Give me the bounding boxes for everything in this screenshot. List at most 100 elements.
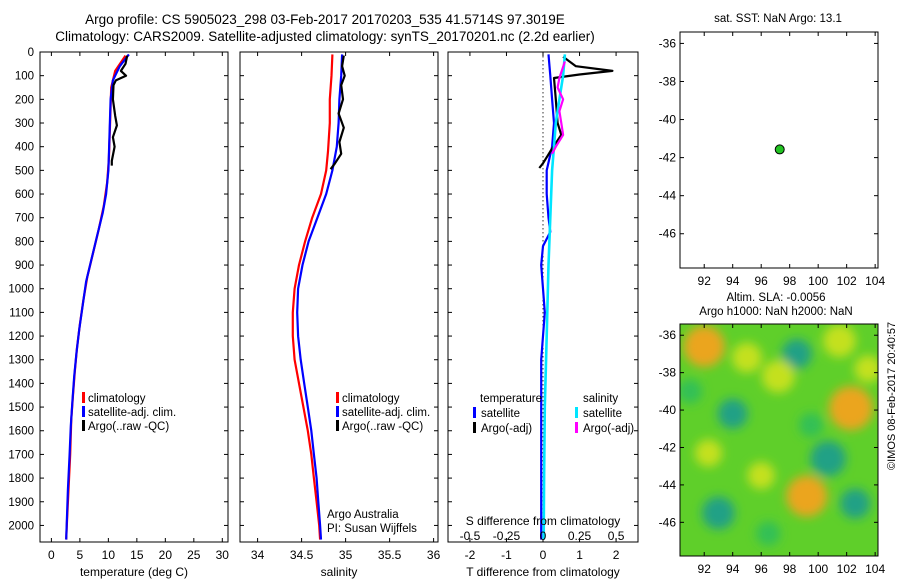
- depth-tick-label: 1500: [8, 402, 34, 414]
- legend-label: satellite-adj. clim.: [88, 407, 176, 419]
- lon-tick-label: 100: [808, 562, 828, 576]
- lat-tick-label: -44: [659, 478, 677, 492]
- series-line: [296, 54, 344, 540]
- lon-tick-label: 92: [698, 274, 712, 288]
- x-tick-label: 36: [427, 548, 441, 562]
- legend-label: Argo(..raw -QC): [342, 421, 423, 433]
- legend-label: climatology: [342, 393, 400, 405]
- depth-tick-label: 1600: [8, 426, 34, 438]
- sla-blob: [854, 355, 878, 383]
- x-tick-label: 0: [540, 548, 547, 562]
- x-tick-label: 35: [339, 548, 353, 562]
- depth-tick-label: 200: [15, 94, 34, 106]
- lat-tick-label: -46: [659, 515, 677, 529]
- sla-blob: [694, 439, 723, 467]
- lat-tick-label: -38: [659, 366, 677, 380]
- lat-tick-label: -40: [659, 113, 677, 127]
- x-tick-label: 35.5: [378, 548, 402, 562]
- legend-heading-temperature: temperature: [480, 393, 542, 405]
- sst-map-title: sat. SST: NaN Argo: 13.1: [714, 13, 842, 25]
- sla-blob: [756, 521, 781, 546]
- x-tick-label: 20: [159, 548, 173, 562]
- series-line: [291, 54, 334, 540]
- depth-tick-label: 1700: [8, 449, 34, 461]
- figure-title-line1: Argo profile: CS 5905023_298 03-Feb-2017…: [85, 12, 565, 27]
- lon-tick-label: 104: [865, 274, 885, 288]
- x-tick-label: 34: [251, 548, 265, 562]
- lon-tick-label: 100: [808, 274, 828, 288]
- lat-tick-label: -44: [659, 189, 677, 203]
- series-line: [542, 54, 567, 540]
- secondary-x-tick-label: -0.25: [493, 529, 521, 543]
- sla-blob: [717, 398, 748, 429]
- legend-label: satellite-adj. clim.: [342, 407, 430, 419]
- x-tick-label: 0: [48, 548, 55, 562]
- x-axis-label: T difference from climatology: [466, 565, 620, 579]
- legend-swatch: [82, 406, 85, 417]
- legend-swatch: [336, 406, 339, 417]
- secondary-x-tick-label: 0.5: [608, 529, 625, 543]
- depth-tick-label: 400: [15, 142, 34, 154]
- depth-tick-label: 1300: [8, 355, 34, 367]
- depth-tick-label: 700: [15, 213, 34, 225]
- legend-swatch: [82, 420, 85, 431]
- x-axis-label: salinity: [321, 565, 358, 579]
- depth-tick-label: 800: [15, 236, 34, 248]
- annotation-label: Argo Australia: [327, 509, 399, 521]
- series-line: [551, 61, 566, 155]
- sla-blob: [781, 338, 812, 369]
- lon-tick-label: 94: [726, 274, 740, 288]
- depth-tick-label: 100: [15, 71, 34, 83]
- depth-tick-label: 1200: [8, 331, 34, 343]
- lon-tick-label: 98: [783, 562, 797, 576]
- sla-map-title-line1: Altim. SLA: -0.0056: [726, 292, 825, 304]
- argo-location-marker: [774, 144, 785, 155]
- lat-tick-label: -36: [659, 36, 677, 50]
- depth-tick-label: 1800: [8, 473, 34, 485]
- sla-blob: [810, 440, 846, 477]
- legend-swatch: [473, 407, 476, 418]
- lon-tick-label: 104: [865, 562, 885, 576]
- sla-blob: [683, 325, 725, 368]
- sla-blob: [761, 359, 795, 393]
- sla-blob: [840, 488, 871, 519]
- series-line: [538, 55, 614, 169]
- profile-axes-frame: [239, 51, 439, 543]
- series-line: [540, 54, 556, 540]
- lon-tick-label: 96: [755, 562, 769, 576]
- secondary-x-tick-label: -0.5: [460, 529, 481, 543]
- legend-swatch: [82, 392, 85, 403]
- x-tick-label: 34.5: [290, 548, 314, 562]
- depth-tick-label: 1100: [9, 307, 34, 319]
- depth-tick-label: 900: [15, 260, 34, 272]
- lon-tick-label: 94: [726, 562, 740, 576]
- legend-swatch: [336, 420, 339, 431]
- series-line: [329, 55, 346, 170]
- depth-tick-label: 600: [15, 189, 34, 201]
- sla-blob: [828, 386, 873, 431]
- x-tick-label: 1: [576, 548, 583, 562]
- x-tick-label: 5: [77, 548, 84, 562]
- profile-axes-frame: [39, 51, 229, 543]
- depth-tick-label: 1000: [8, 284, 34, 296]
- series-line: [110, 55, 129, 166]
- series-line: [65, 53, 130, 540]
- heatmap-blobs: [680, 324, 878, 546]
- annotation-label: PI: Susan Wijffels: [327, 523, 417, 535]
- lat-tick-label: -42: [659, 151, 677, 165]
- figure-title-line2: Climatology: CARS2009. Satellite-adjuste…: [55, 29, 595, 44]
- lon-tick-label: 102: [837, 562, 857, 576]
- legend-label: satellite: [583, 408, 622, 420]
- sla-blob: [823, 324, 856, 358]
- legend-label: Argo(..raw -QC): [88, 421, 169, 433]
- map-axes-frame: [679, 31, 879, 269]
- x-axis-label: temperature (deg C): [80, 565, 188, 579]
- sla-blob: [798, 412, 824, 438]
- sla-blob: [786, 475, 828, 517]
- x-tick-label: 30: [216, 548, 230, 562]
- sla-blob: [731, 342, 762, 373]
- x-tick-label: -1: [501, 548, 512, 562]
- legend-label: climatology: [88, 393, 146, 405]
- lon-tick-label: 92: [698, 562, 712, 576]
